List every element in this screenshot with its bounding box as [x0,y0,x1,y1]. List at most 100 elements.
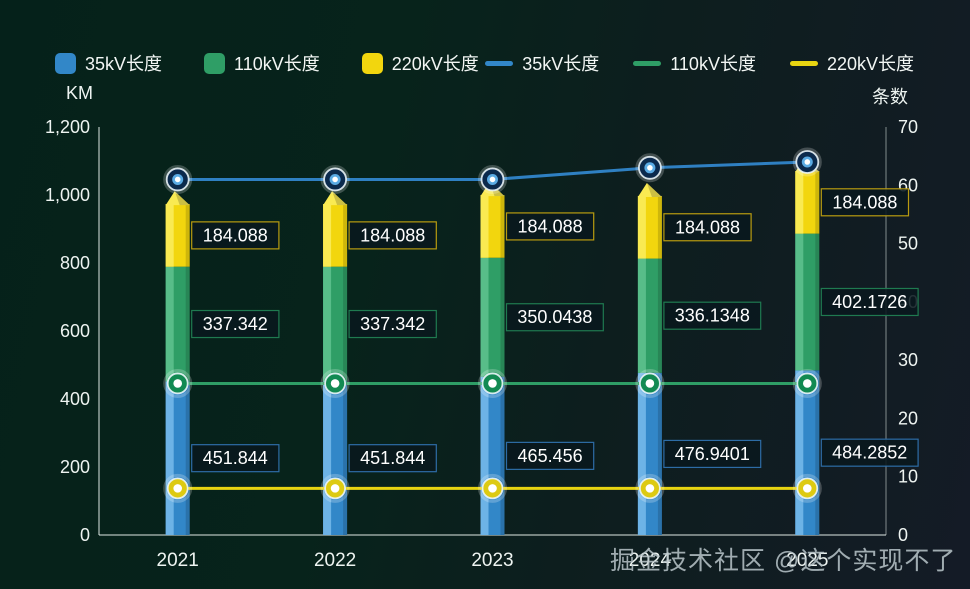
legend-lines: 35kV长度 110kV长度 220kV长度 [485,50,914,76]
bar-cap [637,182,662,197]
bar-segment-highlight [323,204,332,267]
bar-segment-shade [185,204,190,267]
legend-item-220kv[interactable]: 220kV长度 [361,50,479,76]
bar-segment-highlight [165,204,174,267]
value-label-box [663,301,762,330]
value-label-box [663,439,762,469]
marker-core [330,484,340,493]
value-label-text: 451.844 [203,448,268,468]
value-label-text: 336.1348 [675,306,750,326]
left-axis-tick-label: 800 [60,253,90,273]
marker-core [173,379,182,388]
marker-core [803,484,812,493]
right-axis-tick-label: 50 [898,234,918,254]
bar-segment-shade [815,171,820,234]
marker-halo [792,473,822,503]
marker-core [330,379,340,388]
left-axis-tick-label: 200 [60,457,90,477]
bar-legend-swatch-icon [55,52,76,74]
marker-halo [163,473,193,503]
line-legend-swatch-icon [633,60,662,66]
left-axis-tick-label: 1,000 [45,185,90,205]
value-label-box [505,441,595,470]
right-axis-tick-label: 70 [898,117,918,137]
bar-segment-highlight [637,258,646,373]
bar-cap-shade [174,191,190,206]
right-axis-tick-label: 30 [898,350,918,370]
right-axis-title: 条数 [872,87,908,107]
value-label-box [663,213,752,242]
value-label-text: 337.342 [360,314,425,334]
bar-segment-shade [343,266,348,382]
value-label-box [348,309,437,339]
marker-core [332,176,338,183]
marker-halo [320,164,350,194]
value-label-text: 184.088 [675,217,740,237]
bar-segment-shade [185,266,190,382]
right-axis-tick-label: 20 [898,408,918,428]
marker-halo [792,368,822,398]
bar-segment-highlight [480,257,489,377]
value-label-text: 451.844 [360,448,425,468]
bar-segment-highlight [323,266,332,382]
line-legend-swatch-icon [485,60,514,66]
bar-segment-shade [343,204,348,267]
marker-core [174,176,181,183]
line-legend-swatch-icon [789,60,818,66]
marker-core [489,176,496,183]
bar-cap-shade [332,191,348,206]
value-label-box [820,287,919,317]
value-label-text: 184.088 [518,216,583,236]
marker-halo [635,473,665,503]
value-label-text: 465.456 [518,446,583,466]
value-label-text: 337.342 [203,314,268,334]
value-label-box [348,221,437,250]
value-label-box [820,438,919,467]
left-axis-tick-label: 1,200 [45,117,90,137]
bar-segment-highlight [165,381,174,535]
marker-halo [478,164,507,194]
marker-halo [163,368,193,398]
left-axis-tick-label: 400 [60,389,90,409]
x-axis-category-label: 2022 [314,550,356,571]
value-label-box [191,444,280,473]
bar-segment-shade [500,376,505,535]
value-label-text: 184.088 [203,225,268,245]
legend-label: 110kV长度 [670,54,756,74]
value-label-text: 476.9401 [675,444,750,464]
marker-core [488,484,497,493]
bar-segment-shade [657,195,662,259]
bar-segment-shade [500,195,505,258]
value-label-box [505,303,604,332]
legend-item-35kv[interactable]: 35kV长度 [55,50,162,76]
marker-core [804,159,811,165]
marker-halo [478,473,507,503]
legend-item-110kv[interactable]: 110kV长度 [633,50,756,76]
value-label-box [505,212,595,241]
bar-segment-highlight [165,266,174,382]
marker-core [488,379,497,388]
value-label-box [191,221,280,250]
right-axis-tick-label: 0 [898,525,908,545]
legend-item-220kv[interactable]: 220kV长度 [789,50,914,76]
marker-core [173,484,182,493]
bar-legend-swatch-icon [361,52,383,74]
x-axis-category-label: 2021 [157,550,199,571]
bar-segment-shade [343,381,348,535]
value-label-box [820,188,910,217]
bar-segment-highlight [795,171,804,234]
right-axis-tick-label: 10 [898,467,918,487]
legend-label: 220kV长度 [826,54,914,74]
bar-segment-highlight [637,195,646,259]
bar-cap [165,191,190,206]
left-axis-tick-label: 0 [80,525,90,545]
legend-item-110kv[interactable]: 110kV长度 [204,50,320,76]
x-axis-category-label: 2024 [629,550,672,571]
value-label-box [191,309,280,339]
left-axis-title: KM [66,83,93,103]
bar-segment-shade [657,258,662,373]
legend-item-35kv[interactable]: 35kV长度 [485,50,599,76]
marker-halo [635,153,665,183]
